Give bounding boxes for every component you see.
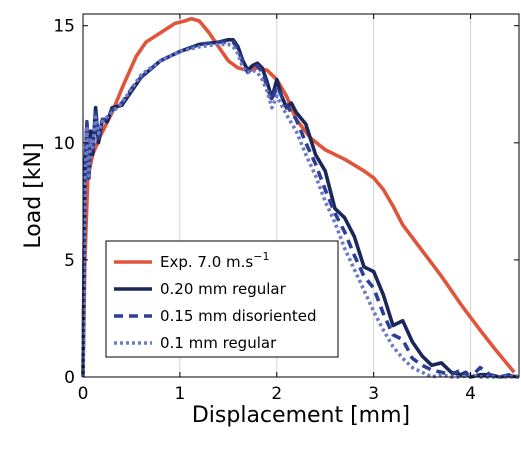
x-tick-label: 1 <box>174 384 185 404</box>
legend-label-text: 0.20 mm regular <box>160 280 287 298</box>
y-tick-label: 10 <box>53 134 75 154</box>
legend: Exp. 7.0 m.s−1 0.20 mm regular 0.15 mm dis… <box>105 240 339 358</box>
legend-label-superscript: −1 <box>253 250 269 263</box>
legend-label-text: Exp. 7.0 m.s <box>160 253 253 271</box>
y-axis-title: Load [kN] <box>21 142 46 248</box>
y-tick-label: 0 <box>64 368 75 388</box>
series-line-0-15-mm-disoriented <box>81 40 520 379</box>
x-tick-label: 4 <box>465 384 476 404</box>
legend-label: 0.15 mm disoriented <box>160 307 317 325</box>
plot-frame <box>82 13 520 378</box>
tick-layer: 0 1 2 3 4 0 5 10 15 <box>53 14 519 404</box>
x-axis-title: Displacement [mm] <box>192 403 410 428</box>
x-tick-label: 3 <box>368 384 379 404</box>
legend-label-text: 0.1 mm regular <box>160 334 277 352</box>
x-tick-label: 2 <box>271 384 282 404</box>
legend-label: Exp. 7.0 m.s−1 <box>160 250 269 271</box>
legend-label-text: 0.15 mm disoriented <box>160 307 317 325</box>
x-tick-label: 0 <box>78 384 89 404</box>
series-line-0-20-mm-regular <box>81 37 520 379</box>
y-tick-label: 15 <box>53 17 75 37</box>
legend-label: 0.1 mm regular <box>160 334 277 352</box>
y-tick-label: 5 <box>64 251 75 271</box>
legend-label: 0.20 mm regular <box>160 280 287 298</box>
